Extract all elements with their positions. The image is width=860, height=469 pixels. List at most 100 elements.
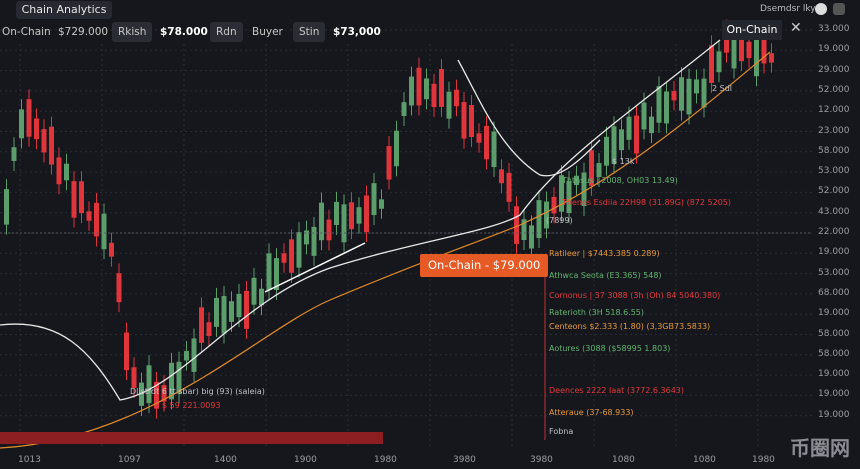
x-tick-label: 1097: [118, 455, 141, 465]
candle-body: [94, 202, 99, 237]
candle-body: [694, 79, 699, 94]
annotation: Cornonus | 37 3088 (3h (Oh) 84 5040.380): [549, 291, 721, 300]
candle-body: [589, 150, 594, 186]
candle-body: [229, 301, 234, 322]
axis-panel: [812, 0, 860, 469]
candle-body: [769, 53, 774, 63]
candle-body: [161, 385, 167, 402]
candle-body: [424, 78, 429, 100]
candle-body: [416, 67, 422, 106]
annotation: Fobna: [549, 427, 574, 436]
candle-body: [11, 147, 17, 161]
candle-body: [281, 253, 287, 263]
candle-body: [131, 367, 137, 388]
candle-body: [454, 89, 459, 107]
candle-body: [664, 91, 669, 124]
y-tick-label: 52.000: [818, 186, 850, 197]
candle-body: [4, 189, 9, 225]
candle-body: [409, 76, 414, 106]
close-button[interactable]: ✕: [790, 20, 802, 36]
toolbar-item[interactable]: On-Chain: [2, 26, 51, 38]
x-tick-label: 1980: [374, 455, 397, 465]
panel-label[interactable]: On-Chain: [722, 20, 782, 40]
toolbar-item: $78.000: [160, 26, 208, 38]
white-average-2: [457, 59, 601, 177]
annotation: Atteraue (37-68.933): [549, 408, 634, 417]
candle-body: [176, 361, 182, 394]
candle-body: [214, 297, 219, 327]
y-tick-label: 12.000: [818, 105, 850, 116]
candle-body: [701, 78, 707, 108]
toolbar-item: $73,000: [333, 26, 381, 38]
toolbar-item[interactable]: Buyer: [252, 26, 283, 38]
icon[interactable]: [833, 3, 845, 15]
candle-body: [544, 201, 549, 229]
candle-body: [206, 322, 212, 337]
candle-body: [169, 362, 174, 400]
callout: On-Chain - $79.000: [420, 254, 549, 277]
candle-body: [461, 102, 467, 139]
candle-body: [356, 207, 362, 224]
toolbar-button[interactable]: Rdn: [210, 22, 243, 42]
candle-body: [289, 239, 294, 273]
candle-body: [326, 219, 332, 241]
volume-strip: [0, 432, 383, 444]
annotation: Centeons $2.333 (1.80) (3,3GB73.5833): [549, 322, 711, 331]
candle-body: [656, 86, 662, 123]
watermark: 币圈网: [790, 436, 850, 460]
annotation: Aotures (3088 ($58995 1.803): [549, 344, 671, 353]
candle-body: [731, 30, 737, 69]
candle-body: [199, 307, 204, 343]
candle-body: [754, 39, 759, 77]
candle-body: [341, 204, 347, 243]
candle-body: [559, 175, 564, 212]
white-average: [0, 39, 721, 401]
lower-note: $ 59 221.0093: [162, 401, 221, 410]
annotation: Raterioth (3H 518.6.55): [549, 308, 645, 317]
candle-body: [641, 102, 647, 130]
x-tick-label: 1900: [294, 455, 317, 465]
annotation: Deences 2222 Iaat (3772.6.3643): [549, 386, 684, 395]
y-tick-label: 53.000: [818, 166, 850, 177]
candle-body: [514, 206, 519, 244]
y-tick-label: 58.000: [818, 348, 850, 359]
candle-body: [49, 126, 54, 165]
candle-body: [686, 78, 692, 115]
candle-body: [746, 41, 752, 59]
account: Dsemdsr lky: [760, 4, 816, 14]
candle-body: [26, 99, 32, 137]
candle-body: [619, 129, 624, 151]
candle-body: [401, 102, 407, 117]
marker: (7899): [546, 216, 573, 225]
y-tick-label: 19.000: [818, 44, 850, 55]
candle-body: [491, 131, 497, 168]
candle-body: [71, 181, 77, 218]
x-tick-label: 3980: [530, 455, 553, 465]
tab[interactable]: Chain Analytics: [16, 1, 112, 19]
y-tick-label: 43.000: [818, 206, 850, 217]
marker: $ 13k: [612, 157, 635, 166]
candle-body: [124, 332, 129, 371]
candle-body: [139, 382, 144, 406]
candle-body: [296, 232, 302, 268]
candle-body: [634, 115, 639, 154]
toolbar-button[interactable]: Rkish: [112, 22, 153, 42]
x-tick-label: 1980: [752, 455, 775, 465]
candle-body: [64, 163, 69, 181]
candle-body: [86, 211, 92, 221]
candle-body: [311, 226, 317, 256]
candle-body: [266, 253, 272, 290]
icon[interactable]: [815, 3, 827, 15]
toolbar-item: $729.000: [58, 26, 109, 38]
toolbar-button[interactable]: Stin: [293, 22, 326, 42]
candle-body: [439, 68, 444, 107]
candle-body: [191, 338, 197, 372]
candle-body: [739, 34, 744, 62]
y-tick-label: 22.000: [818, 227, 850, 237]
marker: 2 Sdl: [712, 84, 733, 93]
x-tick-label: 1013: [18, 455, 41, 465]
candle-body: [574, 175, 579, 186]
candle-body: [724, 29, 729, 53]
candle-body: [274, 258, 279, 291]
